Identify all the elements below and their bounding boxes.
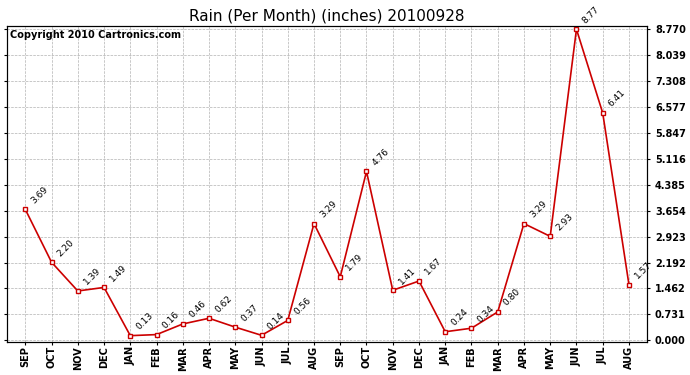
Text: 2.20: 2.20 (56, 238, 76, 258)
Text: Copyright 2010 Cartronics.com: Copyright 2010 Cartronics.com (10, 30, 181, 40)
Text: 1.41: 1.41 (397, 266, 417, 286)
Text: 4.76: 4.76 (371, 147, 391, 167)
Text: 0.80: 0.80 (502, 287, 522, 308)
Text: 0.24: 0.24 (449, 307, 470, 328)
Text: 0.37: 0.37 (239, 302, 260, 323)
Text: 0.62: 0.62 (213, 294, 234, 314)
Text: 1.67: 1.67 (423, 256, 444, 277)
Text: 1.79: 1.79 (344, 252, 365, 273)
Text: 0.46: 0.46 (187, 299, 208, 320)
Text: 0.16: 0.16 (161, 310, 181, 330)
Text: 0.56: 0.56 (292, 296, 313, 316)
Text: 8.77: 8.77 (580, 4, 601, 25)
Text: 1.49: 1.49 (108, 263, 129, 283)
Text: 0.14: 0.14 (266, 310, 286, 331)
Text: 1.39: 1.39 (82, 266, 103, 287)
Text: 2.93: 2.93 (554, 211, 575, 232)
Text: 0.13: 0.13 (135, 311, 155, 332)
Text: 0.34: 0.34 (475, 303, 496, 324)
Text: 6.41: 6.41 (607, 88, 627, 109)
Title: Rain (Per Month) (inches) 20100928: Rain (Per Month) (inches) 20100928 (189, 8, 465, 23)
Text: 3.69: 3.69 (30, 184, 50, 205)
Text: 1.57: 1.57 (633, 260, 653, 280)
Text: 3.29: 3.29 (318, 199, 339, 219)
Text: 3.29: 3.29 (528, 199, 549, 219)
